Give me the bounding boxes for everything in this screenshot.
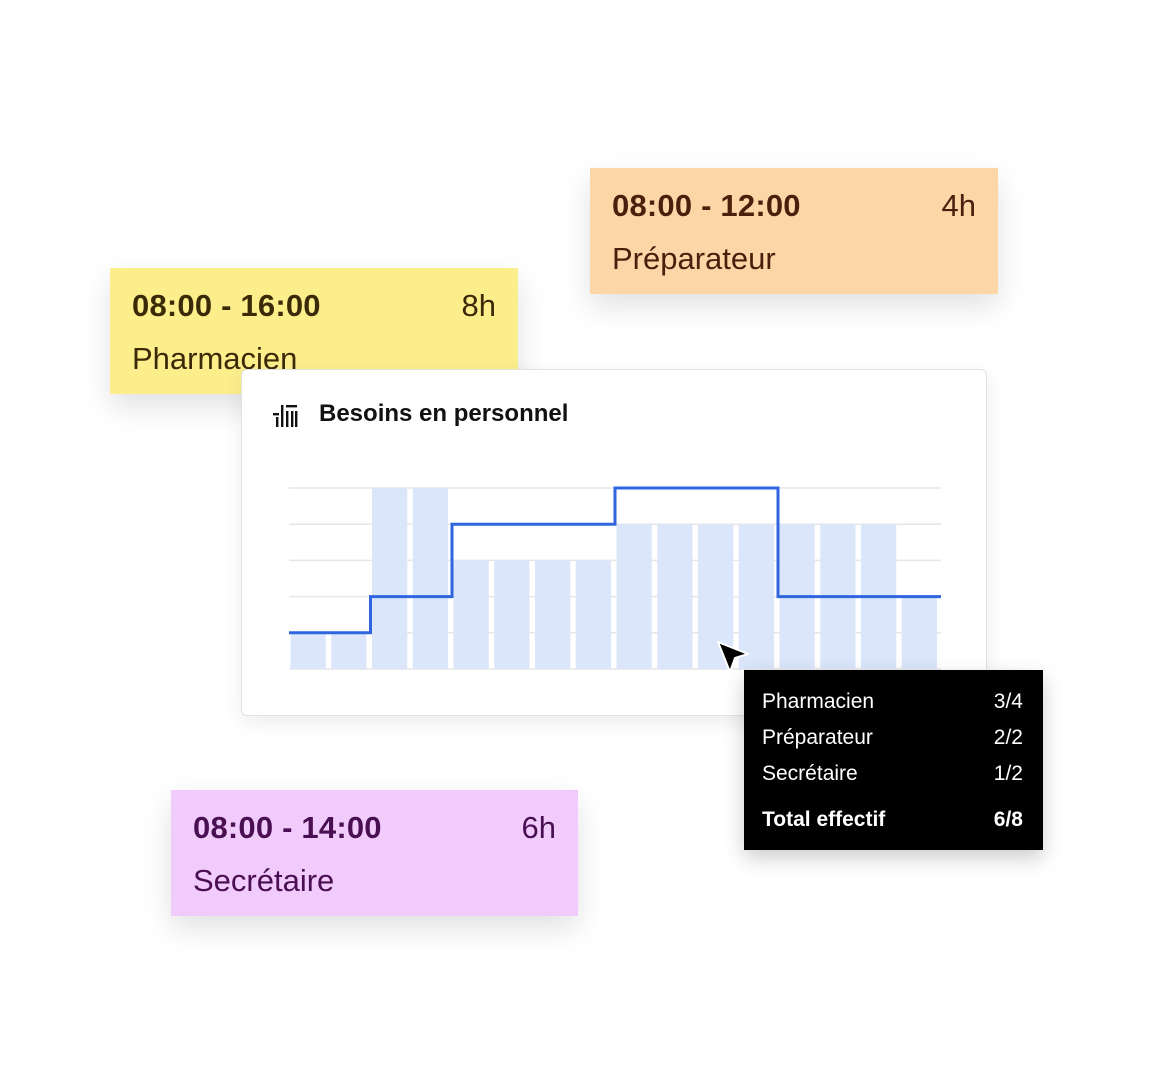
chart-title: Besoins en personnel — [319, 400, 569, 427]
bar-chart-icon — [273, 405, 298, 427]
shift-duration: 4h — [941, 188, 976, 223]
mouse-cursor-icon — [717, 641, 749, 673]
chart-bar[interactable] — [901, 596, 937, 669]
tooltip-label: Secrétaire — [762, 762, 858, 785]
chart-bar[interactable] — [738, 524, 774, 669]
chart-bar[interactable] — [290, 632, 326, 669]
tooltip-row-preparateur: Préparateur 2/2 — [762, 726, 1023, 754]
shift-card-preparateur[interactable]: 08:00 - 12:00 4h Préparateur — [590, 168, 998, 294]
tooltip-row-secretaire: Secrétaire 1/2 — [762, 762, 1023, 790]
chart-bar[interactable] — [616, 524, 652, 669]
shift-duration: 8h — [461, 288, 496, 323]
staffing-needs-card: Besoins en personnel — [241, 369, 987, 716]
chart-bar[interactable] — [453, 560, 489, 669]
shift-role: Préparateur — [612, 241, 776, 276]
shift-role: Secrétaire — [193, 863, 335, 898]
chart-bar[interactable] — [535, 560, 571, 669]
tooltip-label: Préparateur — [762, 726, 873, 749]
chart-tooltip: Pharmacien 3/4 Préparateur 2/2 Secrétair… — [744, 670, 1043, 850]
shift-duration: 6h — [521, 810, 556, 845]
tooltip-value: 2/2 — [993, 726, 1023, 749]
shift-time: 08:00 - 12:00 — [612, 188, 801, 223]
shift-card-secretaire[interactable]: 08:00 - 14:00 6h Secrétaire — [171, 790, 578, 916]
chart-bar[interactable] — [494, 560, 530, 669]
chart-bar[interactable] — [412, 488, 448, 669]
tooltip-value: 6/8 — [993, 808, 1023, 831]
chart-bar[interactable] — [657, 524, 693, 669]
tooltip-label: Pharmacien — [762, 690, 875, 713]
shift-time: 08:00 - 16:00 — [132, 288, 321, 323]
required-staff-line — [289, 486, 941, 635]
tooltip-row-total: Total effectif 6/8 — [762, 808, 1023, 836]
shift-time: 08:00 - 14:00 — [193, 810, 382, 845]
tooltip-value: 3/4 — [993, 690, 1023, 713]
tooltip-label: Total effectif — [762, 808, 886, 831]
tooltip-row-pharmacien: Pharmacien 3/4 — [762, 690, 1023, 718]
staffing-chart — [289, 486, 941, 670]
chart-bar[interactable] — [575, 560, 611, 669]
tooltip-value: 1/2 — [993, 762, 1023, 785]
chart-bar[interactable] — [372, 488, 408, 669]
chart-bar[interactable] — [331, 632, 367, 669]
